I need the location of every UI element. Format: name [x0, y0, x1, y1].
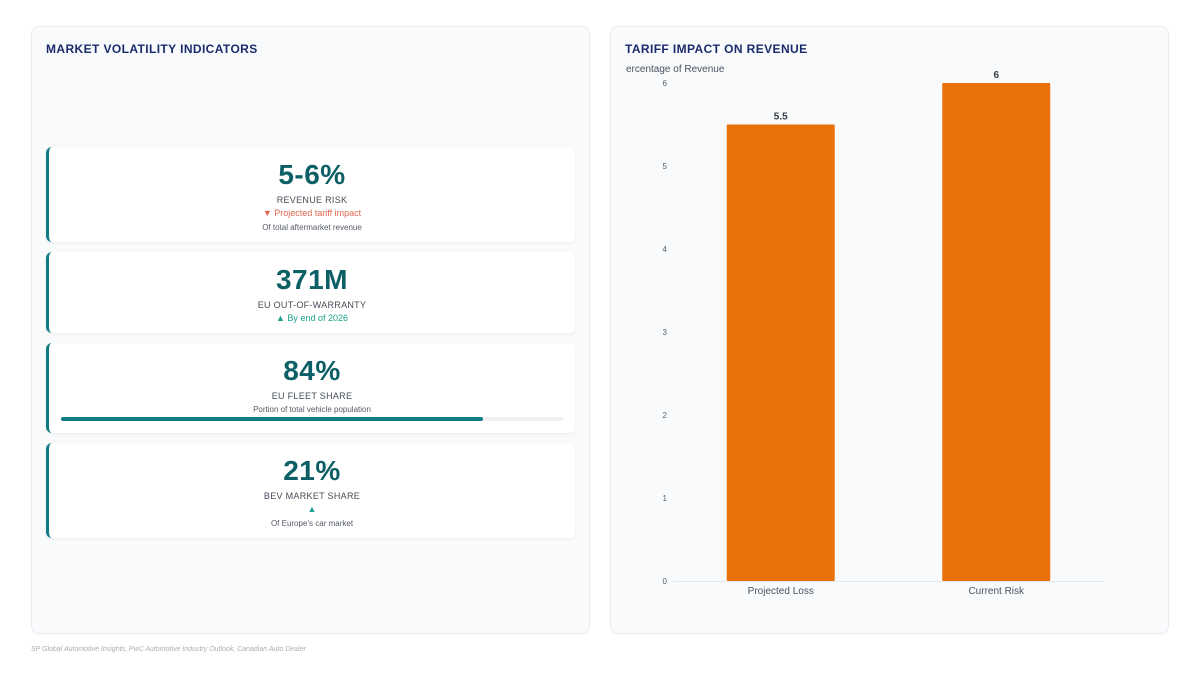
y-tick-label: 2 [663, 411, 668, 420]
bar-projected-loss [726, 124, 835, 581]
kpi-value: 21% [283, 455, 341, 486]
kpi-card-eu-fleet-share: 84% EU FLEET SHARE Portion of total vehi… [46, 343, 575, 433]
kpi-trend: ▲ [307, 504, 317, 514]
x-tick-label: Projected Loss [748, 586, 814, 597]
kpi-value: 371M [275, 264, 349, 295]
y-axis-label: ercentage of Revenue [626, 64, 725, 75]
bar-current-risk [942, 83, 1051, 581]
kpi-label: BEV MARKET SHARE [263, 491, 361, 501]
y-tick-label: 3 [663, 328, 668, 337]
kpi-card-revenue-risk: 5-6% REVENUE RISK ▼ Projected tariff imp… [46, 147, 575, 242]
y-tick-label: 1 [663, 494, 668, 503]
tariff-impact-panel: TARIFF IMPACT ON REVENUE ercentage of Re… [610, 26, 1169, 634]
panel-title: MARKET VOLATILITY INDICATORS [46, 42, 258, 56]
kpi-value: 84% [283, 355, 341, 386]
kpi-label: EU OUT-OF-WARRANTY [257, 300, 367, 310]
y-tick-label: 0 [663, 577, 668, 586]
kpi-description: Of Europe’s car market [270, 519, 354, 528]
kpi-label: EU FLEET SHARE [271, 391, 353, 401]
market-volatility-panel: MARKET VOLATILITY INDICATORS 5-6% REVENU… [31, 26, 590, 634]
y-tick-label: 6 [663, 79, 668, 88]
source-footnote: SP Global Automotive Insights, PwC Autom… [31, 646, 306, 653]
chart-title: TARIFF IMPACT ON REVENUE [625, 42, 808, 56]
bar-chart: ercentage of Revenue 0 1 2 3 4 5 6 5.5 Projected … [626, 64, 1104, 597]
kpi-trend: ▼ Projected tariff impact [262, 208, 362, 218]
y-tick-label: 5 [663, 162, 668, 171]
fleet-share-progress-track [61, 417, 563, 421]
kpi-trend: ▲ By end of 2026 [276, 313, 348, 323]
kpi-card-eu-out-of-warranty: 371M EU OUT-OF-WARRANTY ▲ By end of 2026 [46, 252, 575, 333]
fleet-share-progress-fill [61, 417, 483, 421]
kpi-description: Of total aftermarket revenue [262, 223, 362, 232]
data-label: 6 [993, 70, 999, 81]
kpi-card-bev-market-share: 21% BEV MARKET SHARE ▲ Of Europe’s car m… [46, 443, 575, 538]
y-tick-label: 4 [663, 245, 668, 254]
kpi-label: REVENUE RISK [276, 195, 348, 205]
kpi-description: Portion of total vehicle population [253, 405, 371, 414]
data-label: 5.5 [774, 112, 788, 123]
kpi-value: 5-6% [278, 159, 346, 190]
x-tick-label: Current Risk [968, 586, 1025, 597]
